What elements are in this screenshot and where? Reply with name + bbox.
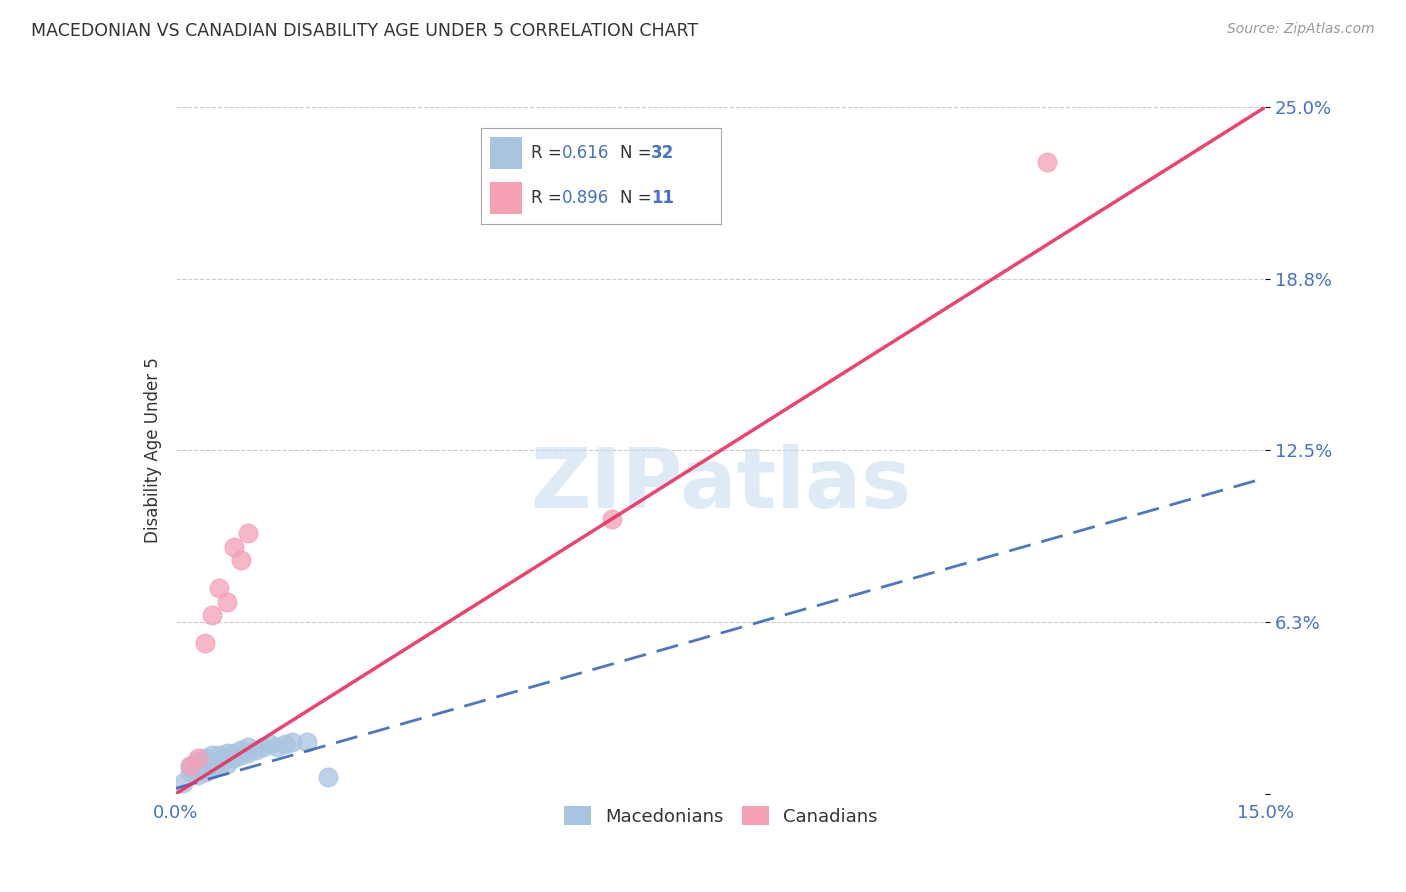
Point bbox=[266, 740, 288, 755]
Text: N =: N = bbox=[620, 189, 657, 207]
Text: Source: ZipAtlas.com: Source: ZipAtlas.com bbox=[1227, 22, 1375, 37]
Point bbox=[186, 767, 209, 781]
Point bbox=[208, 581, 231, 595]
Point bbox=[186, 762, 209, 776]
Point bbox=[201, 608, 224, 623]
Point bbox=[215, 756, 238, 771]
Text: MACEDONIAN VS CANADIAN DISABILITY AGE UNDER 5 CORRELATION CHART: MACEDONIAN VS CANADIAN DISABILITY AGE UN… bbox=[31, 22, 697, 40]
Point bbox=[274, 738, 297, 752]
Point bbox=[172, 776, 194, 790]
Bar bbox=[491, 183, 522, 214]
Point bbox=[231, 743, 253, 757]
Point bbox=[252, 740, 274, 755]
Text: 0.616: 0.616 bbox=[562, 145, 610, 162]
Point bbox=[186, 754, 209, 768]
Point bbox=[215, 746, 238, 760]
Point bbox=[208, 759, 231, 773]
Point bbox=[238, 525, 260, 540]
Point bbox=[238, 740, 260, 755]
Y-axis label: Disability Age Under 5: Disability Age Under 5 bbox=[143, 358, 162, 543]
Point bbox=[208, 754, 231, 768]
Point bbox=[222, 540, 245, 554]
Point bbox=[194, 636, 217, 650]
Text: 32: 32 bbox=[651, 145, 675, 162]
Legend: Macedonians, Canadians: Macedonians, Canadians bbox=[557, 799, 884, 833]
Point bbox=[231, 553, 253, 567]
Point bbox=[194, 759, 217, 773]
Point bbox=[238, 746, 260, 760]
Text: R =: R = bbox=[531, 189, 567, 207]
Point bbox=[179, 759, 201, 773]
Point bbox=[245, 743, 267, 757]
Point bbox=[215, 751, 238, 765]
Point bbox=[194, 764, 217, 779]
Point bbox=[186, 751, 209, 765]
Point bbox=[201, 748, 224, 763]
Point bbox=[1036, 155, 1059, 169]
Text: 0.896: 0.896 bbox=[562, 189, 610, 207]
Point bbox=[222, 751, 245, 765]
Point bbox=[318, 771, 340, 785]
Point bbox=[179, 764, 201, 779]
Point bbox=[194, 751, 217, 765]
Point bbox=[259, 738, 281, 752]
Bar bbox=[491, 137, 522, 169]
Point bbox=[281, 734, 304, 748]
Text: R =: R = bbox=[531, 145, 567, 162]
Point bbox=[201, 762, 224, 776]
Point bbox=[231, 748, 253, 763]
Point bbox=[201, 756, 224, 771]
Text: ZIPatlas: ZIPatlas bbox=[530, 444, 911, 525]
Point bbox=[208, 748, 231, 763]
Text: 11: 11 bbox=[651, 189, 673, 207]
Point bbox=[222, 746, 245, 760]
Point bbox=[295, 734, 318, 748]
Point bbox=[179, 759, 201, 773]
Point bbox=[600, 512, 623, 526]
Point bbox=[215, 594, 238, 608]
Text: N =: N = bbox=[620, 145, 657, 162]
